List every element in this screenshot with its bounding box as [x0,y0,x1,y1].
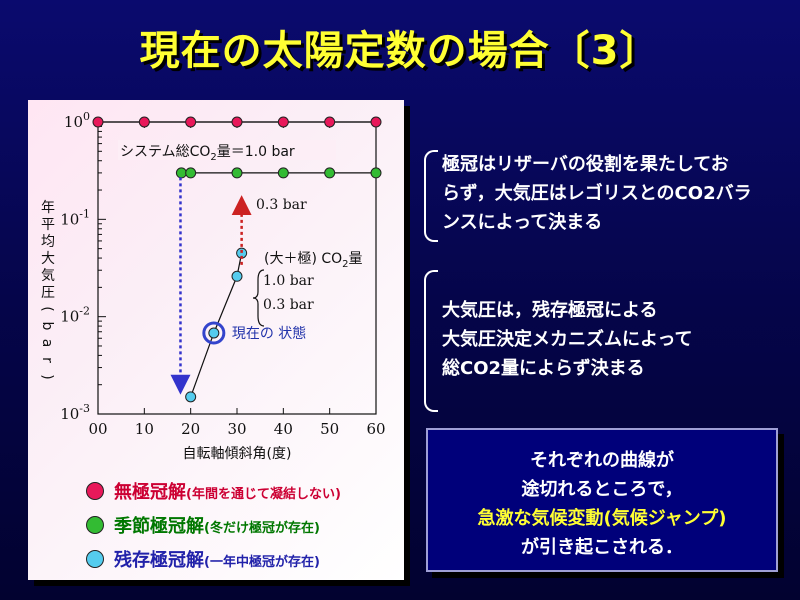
x-axis-label: 自転軸傾斜角(度) [183,446,292,462]
legend-note: (年間を通じて凝結しない) [186,487,341,502]
data-point [370,167,382,179]
x-tick-label: 10 [135,420,154,438]
y-axis-label-char: a [39,339,55,348]
line-label-total-co2: システム総CO2量＝1.0 bar [120,144,295,163]
conclusion-line-3: 急激な気候変動(気候ジャンプ) [477,508,727,529]
x-tick-label: 20 [181,420,200,438]
current-state-label: 現在の 状態 [232,326,306,342]
y-axis-label-char: 平 [41,217,55,233]
y-axis-label-char: ( [39,306,55,311]
legend-item-no-cap: 無極冠解(年間を通じて凝結しない) [86,478,341,504]
data-point [370,116,382,128]
brace-bottom [424,270,438,412]
y-axis-label-char: 均 [41,234,55,250]
data-point [185,391,197,403]
x-tick-label: 60 [366,420,385,438]
data-point [231,167,243,179]
current-state-ring [202,321,226,345]
legend-note: (冬だけ極冠が存在) [204,521,320,536]
legend-item-residual-cap: 残存極冠解(一年中極冠が存在) [86,546,320,572]
bracket-brace [252,269,265,327]
data-point [324,116,336,128]
slide-title: 現在の太陽定数の場合〔3〕 [139,28,661,74]
y-tick-label: 10-3 [60,402,90,423]
y-axis-label-char: 大 [41,251,55,267]
line-label-0-3-bar: 0.3 bar [256,197,307,213]
data-point [324,167,336,179]
brace-top [424,150,438,242]
data-point [277,116,289,128]
legend-label: 無極冠解 [114,482,186,503]
explanation-top: 極冠はリザーバの役割を果たしてお らず，大気圧はレゴリスとのCO2バラ ンスによ… [442,154,752,233]
legend-label: 季節極冠解 [114,516,204,537]
data-point [208,327,220,339]
x-tick-label: 30 [227,420,246,438]
legend-text: 季節極冠解(冬だけ極冠が存在) [114,512,320,538]
legend-text: 無極冠解(年間を通じて凝結しない) [114,478,341,504]
chart-svg: 00 10 20 30 40 50 60 自転軸傾斜角(度) 100 10-1 10-2 10-3 年平… [39,110,386,462]
y-tick-label: 10-2 [60,305,90,326]
legend-text: 残存極冠解(一年中極冠が存在) [114,546,320,572]
y-axis-label-char: 年 [41,200,55,216]
legend-dot [86,550,104,568]
y-tick-label: 10-1 [60,207,90,228]
y-axis-label-char: ) [39,374,55,379]
conclusion-line-1: それぞれの曲線が [530,450,674,471]
bracket-title: (大＋極) CO2量 [264,251,363,270]
legend-label: 残存極冠解 [114,550,204,571]
y-tick-label: 100 [64,110,90,131]
bracket-label-1: 1.0 bar [263,273,314,289]
legend-dot [86,482,104,500]
x-tick-label: 50 [320,420,339,438]
data-point [231,116,243,128]
legend-item-seasonal-cap: 季節極冠解(冬だけ極冠が存在) [86,512,320,538]
legend-dot [86,516,104,534]
legend-note: (一年中極冠が存在) [204,555,320,570]
explanation-bottom: 大気圧は，残存極冠による 大気圧決定メカニズムによって 総CO2量によらず決まる [442,300,693,379]
chart-panel: 00 10 20 30 40 50 60 自転軸傾斜角(度) 100 10-1 10-2 10-3 年平… [28,100,404,580]
data-point [175,167,187,179]
data-point [185,167,197,179]
data-point [231,270,243,282]
x-tick-label: 00 [88,420,107,438]
y-axis-label-char: 圧 [41,285,55,301]
data-point [277,167,289,179]
x-tick-label: 40 [274,420,293,438]
series-line-3 [190,252,243,398]
data-point [138,116,150,128]
data-point [185,116,197,128]
conclusion-box: それぞれの曲線が 途切れるところで， 急激な気候変動(気候ジャンプ) が引き起こ… [426,428,778,572]
label-backdrop [118,140,336,160]
conclusion-line-4: が引き起こされる． [521,537,683,558]
data-point [92,116,104,128]
y-axis-label-char: b [39,322,55,331]
plot-frame [97,121,377,415]
bracket-label-2: 0.3 bar [263,297,314,313]
conclusion-line-2: 途切れるところで， [521,479,683,500]
y-axis-label-char: 気 [41,268,55,284]
y-axis-label-char: r [39,357,55,363]
